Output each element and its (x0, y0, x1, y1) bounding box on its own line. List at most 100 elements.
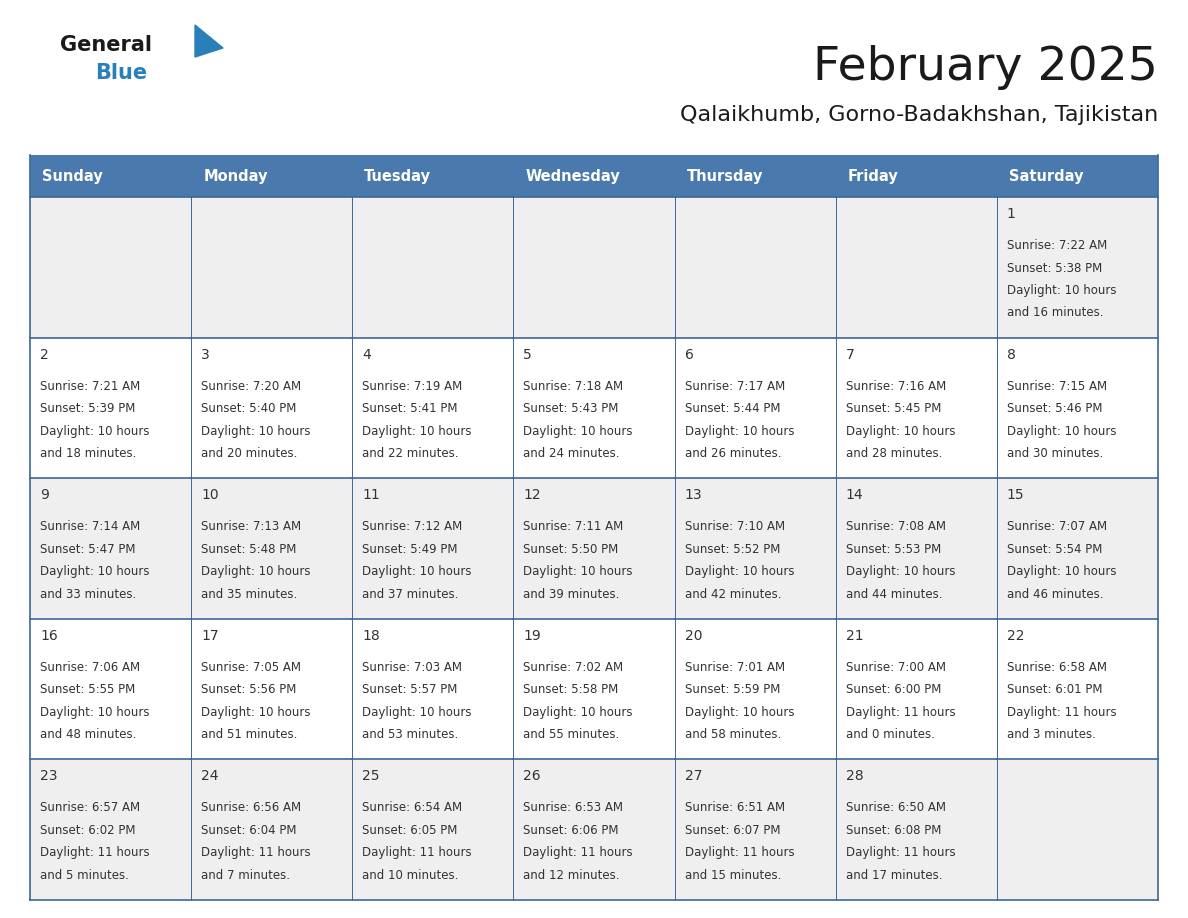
Text: 21: 21 (846, 629, 864, 643)
Bar (30, 759, 191, 900)
Text: Sunrise: 7:17 AM: Sunrise: 7:17 AM (684, 380, 785, 393)
Text: Sunset: 5:48 PM: Sunset: 5:48 PM (201, 543, 297, 555)
Bar (675, 197, 835, 338)
Bar (997, 759, 1158, 900)
Text: and 3 minutes.: and 3 minutes. (1007, 728, 1095, 742)
Text: Sunset: 5:39 PM: Sunset: 5:39 PM (40, 402, 135, 415)
Text: Sunset: 5:46 PM: Sunset: 5:46 PM (1007, 402, 1102, 415)
Text: Sunset: 5:40 PM: Sunset: 5:40 PM (201, 402, 297, 415)
Text: Sunset: 5:56 PM: Sunset: 5:56 PM (201, 683, 297, 696)
Text: 16: 16 (40, 629, 58, 643)
Bar (353, 478, 513, 619)
Bar (353, 619, 513, 759)
Text: Sunrise: 7:18 AM: Sunrise: 7:18 AM (524, 380, 624, 393)
Text: Sunrise: 7:02 AM: Sunrise: 7:02 AM (524, 661, 624, 674)
Bar (30, 619, 191, 759)
Text: 13: 13 (684, 488, 702, 502)
Text: Sunrise: 7:14 AM: Sunrise: 7:14 AM (40, 521, 140, 533)
Text: Daylight: 11 hours: Daylight: 11 hours (846, 706, 955, 719)
Text: Daylight: 11 hours: Daylight: 11 hours (362, 846, 472, 859)
Bar (675, 619, 835, 759)
Text: Sunrise: 7:01 AM: Sunrise: 7:01 AM (684, 661, 785, 674)
Text: and 17 minutes.: and 17 minutes. (846, 869, 942, 882)
Text: Sunset: 5:44 PM: Sunset: 5:44 PM (684, 402, 781, 415)
Bar (675, 338, 835, 478)
Text: and 20 minutes.: and 20 minutes. (201, 447, 297, 460)
Text: 27: 27 (684, 769, 702, 783)
Bar (353, 197, 513, 338)
Text: Monday: Monday (203, 169, 267, 184)
Text: 9: 9 (40, 488, 49, 502)
Text: Sunset: 6:00 PM: Sunset: 6:00 PM (846, 683, 941, 696)
Bar (513, 197, 675, 338)
Bar (675, 478, 835, 619)
Text: Sunset: 6:01 PM: Sunset: 6:01 PM (1007, 683, 1102, 696)
Bar (835, 478, 997, 619)
Bar (997, 619, 1158, 759)
Text: Daylight: 10 hours: Daylight: 10 hours (362, 706, 472, 719)
Text: Sunset: 5:45 PM: Sunset: 5:45 PM (846, 402, 941, 415)
Text: Sunrise: 7:19 AM: Sunrise: 7:19 AM (362, 380, 462, 393)
Text: Daylight: 10 hours: Daylight: 10 hours (40, 706, 150, 719)
Bar (191, 155, 353, 197)
Text: Sunrise: 6:57 AM: Sunrise: 6:57 AM (40, 801, 140, 814)
Text: 15: 15 (1007, 488, 1024, 502)
Text: and 55 minutes.: and 55 minutes. (524, 728, 620, 742)
Text: and 10 minutes.: and 10 minutes. (362, 869, 459, 882)
Text: Daylight: 10 hours: Daylight: 10 hours (846, 565, 955, 578)
Text: Daylight: 10 hours: Daylight: 10 hours (201, 706, 310, 719)
Text: and 53 minutes.: and 53 minutes. (362, 728, 459, 742)
Text: Sunset: 6:08 PM: Sunset: 6:08 PM (846, 823, 941, 837)
Text: Sunset: 5:57 PM: Sunset: 5:57 PM (362, 683, 457, 696)
Text: Saturday: Saturday (1009, 169, 1083, 184)
Text: 11: 11 (362, 488, 380, 502)
Bar (997, 338, 1158, 478)
Text: Daylight: 11 hours: Daylight: 11 hours (846, 846, 955, 859)
Text: Daylight: 10 hours: Daylight: 10 hours (40, 425, 150, 438)
Text: Sunday: Sunday (42, 169, 102, 184)
Text: Sunset: 6:02 PM: Sunset: 6:02 PM (40, 823, 135, 837)
Text: 3: 3 (201, 348, 210, 362)
Text: Daylight: 10 hours: Daylight: 10 hours (524, 425, 633, 438)
Text: and 33 minutes.: and 33 minutes. (40, 588, 137, 600)
Bar (353, 155, 513, 197)
Text: Daylight: 10 hours: Daylight: 10 hours (362, 565, 472, 578)
Text: Daylight: 11 hours: Daylight: 11 hours (40, 846, 150, 859)
Text: Sunrise: 6:50 AM: Sunrise: 6:50 AM (846, 801, 946, 814)
Text: Sunrise: 7:13 AM: Sunrise: 7:13 AM (201, 521, 302, 533)
Text: Sunrise: 7:15 AM: Sunrise: 7:15 AM (1007, 380, 1107, 393)
Text: 22: 22 (1007, 629, 1024, 643)
Text: and 15 minutes.: and 15 minutes. (684, 869, 781, 882)
Text: Daylight: 10 hours: Daylight: 10 hours (1007, 425, 1117, 438)
Text: and 51 minutes.: and 51 minutes. (201, 728, 297, 742)
Text: Sunrise: 7:22 AM: Sunrise: 7:22 AM (1007, 239, 1107, 252)
Text: Daylight: 10 hours: Daylight: 10 hours (1007, 565, 1117, 578)
Text: Sunset: 5:54 PM: Sunset: 5:54 PM (1007, 543, 1102, 555)
Text: Sunset: 6:04 PM: Sunset: 6:04 PM (201, 823, 297, 837)
Text: 6: 6 (684, 348, 694, 362)
Bar (30, 197, 191, 338)
Text: Blue: Blue (95, 63, 147, 83)
Bar (30, 338, 191, 478)
Text: Daylight: 10 hours: Daylight: 10 hours (684, 425, 794, 438)
Text: Daylight: 10 hours: Daylight: 10 hours (684, 565, 794, 578)
Bar (191, 619, 353, 759)
Text: Sunset: 5:38 PM: Sunset: 5:38 PM (1007, 262, 1102, 274)
Text: and 48 minutes.: and 48 minutes. (40, 728, 137, 742)
Text: Sunset: 6:06 PM: Sunset: 6:06 PM (524, 823, 619, 837)
Text: and 22 minutes.: and 22 minutes. (362, 447, 459, 460)
Text: February 2025: February 2025 (813, 45, 1158, 90)
Text: 7: 7 (846, 348, 854, 362)
Text: 4: 4 (362, 348, 371, 362)
Text: and 42 minutes.: and 42 minutes. (684, 588, 781, 600)
Text: Sunrise: 7:16 AM: Sunrise: 7:16 AM (846, 380, 946, 393)
Polygon shape (195, 25, 223, 57)
Text: 8: 8 (1007, 348, 1016, 362)
Text: and 26 minutes.: and 26 minutes. (684, 447, 781, 460)
Text: Sunset: 5:49 PM: Sunset: 5:49 PM (362, 543, 457, 555)
Text: 18: 18 (362, 629, 380, 643)
Text: and 28 minutes.: and 28 minutes. (846, 447, 942, 460)
Text: and 30 minutes.: and 30 minutes. (1007, 447, 1104, 460)
Text: Sunrise: 7:08 AM: Sunrise: 7:08 AM (846, 521, 946, 533)
Bar (835, 338, 997, 478)
